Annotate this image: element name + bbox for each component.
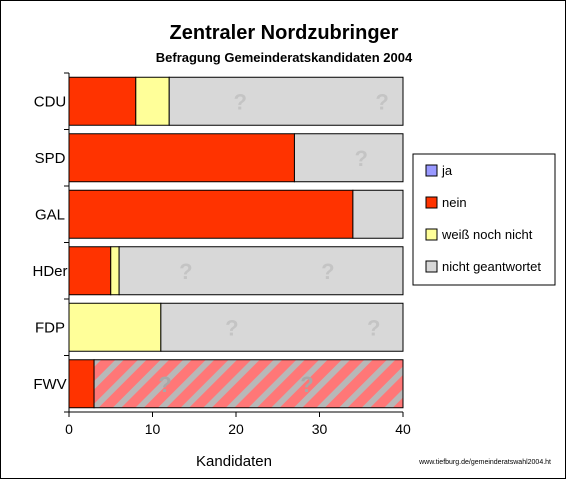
legend: ja nein weiß noch nicht nicht geantwortet [412, 153, 556, 286]
category-label-spd: SPD [35, 150, 66, 167]
plot-area [69, 73, 403, 412]
x-tick-label-10: 10 [145, 421, 161, 437]
question-mark-spd-0: ? [355, 146, 368, 171]
bar-hder-series-3 [118, 246, 404, 296]
chart-title: Zentraler Nordzubringer [170, 22, 399, 44]
bar-spd-series-1 [68, 133, 295, 183]
bar-hder-series-2 [110, 246, 120, 296]
legend-swatch-2 [425, 228, 438, 241]
legend-label-2: weiß noch nicht [441, 227, 533, 242]
question-mark-fdp-0: ? [225, 315, 238, 340]
legend-label-3: nicht geantwortet [442, 259, 541, 274]
category-label-hder: HDer [32, 263, 67, 280]
category-label-fwv: FWV [33, 376, 66, 393]
question-mark-hder-1: ? [321, 259, 334, 284]
tick-labels: 0 10 20 30 40 [65, 421, 411, 437]
bar-fwv-series-1 [68, 359, 95, 409]
bar-cdu-series-1 [68, 76, 137, 126]
source-url: www.tiefburg.de/gemeinderatswahl2004.ht [418, 459, 551, 466]
plot-background [69, 73, 403, 412]
bar-hder-series-1 [68, 246, 112, 296]
legend-label-0: ja [441, 163, 453, 178]
question-mark-fwv-0: ? [158, 372, 171, 397]
question-mark-cdu-1: ? [375, 89, 388, 114]
axes [64, 72, 404, 417]
category-label-gal: GAL [35, 206, 65, 223]
category-label-fdp: FDP [35, 319, 65, 336]
x-tick-label-0: 0 [65, 421, 73, 437]
category-label-cdu: CDU [34, 93, 67, 110]
question-mark-hder-0: ? [179, 259, 192, 284]
question-marks: ????????? [158, 89, 389, 397]
bar-gal-series-1 [68, 189, 354, 239]
bar-fdp-series-3 [160, 302, 404, 352]
x-tick-label-40: 40 [395, 421, 411, 437]
legend-swatch-1 [425, 196, 438, 209]
chart-subtitle: Befragung Gemeinderatskandidaten 2004 [156, 50, 413, 65]
question-mark-fwv-1: ? [300, 372, 313, 397]
question-mark-fdp-1: ? [367, 315, 380, 340]
bar-cdu-series-3 [168, 76, 404, 126]
legend-swatch-0 [425, 164, 438, 177]
x-tick-label-20: 20 [228, 421, 244, 437]
bar-fwv-series-3 [93, 359, 404, 409]
category-labels: CDU SPD GAL HDer FDP FWV [32, 93, 67, 393]
bars [68, 76, 404, 409]
bar-cdu-series-2 [135, 76, 170, 126]
bar-spd-series-3 [293, 133, 404, 183]
legend-swatch-3 [425, 260, 438, 273]
bar-fdp-series-2 [68, 302, 162, 352]
question-mark-cdu-0: ? [233, 89, 246, 114]
legend-label-1: nein [442, 195, 467, 210]
x-tick-label-30: 30 [312, 421, 328, 437]
x-axis-label: Kandidaten [196, 453, 272, 470]
bar-gal-series-3 [352, 189, 404, 239]
